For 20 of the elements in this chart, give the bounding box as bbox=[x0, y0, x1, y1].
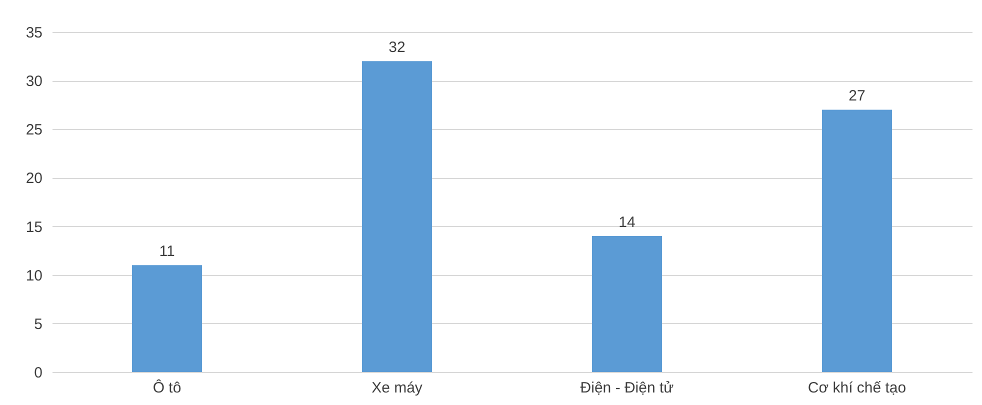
bar bbox=[362, 61, 432, 372]
y-tick-label: 20 bbox=[26, 170, 42, 188]
bar bbox=[592, 236, 662, 372]
x-tick-label: Ô tô bbox=[152, 378, 182, 396]
bar bbox=[132, 265, 202, 372]
y-tick-label: 30 bbox=[26, 73, 42, 90]
x-tick-label: Điện - Điện tử bbox=[580, 380, 674, 396]
y-tick-label: 35 bbox=[26, 24, 42, 42]
y-tick-label: 0 bbox=[34, 364, 42, 382]
y-tick-label: 10 bbox=[26, 267, 42, 284]
y-tick-label: 15 bbox=[26, 218, 42, 236]
bar bbox=[822, 110, 892, 372]
data-label: 11 bbox=[159, 243, 175, 260]
x-tick-label: Cơ khí chế tạo bbox=[808, 380, 906, 396]
y-tick-label: 5 bbox=[34, 316, 42, 333]
y-tick-label: 25 bbox=[26, 122, 42, 139]
data-label: 27 bbox=[848, 88, 866, 105]
data-label: 14 bbox=[618, 214, 636, 231]
data-label: 32 bbox=[388, 39, 406, 56]
x-tick-label: Xe máy bbox=[372, 380, 423, 396]
